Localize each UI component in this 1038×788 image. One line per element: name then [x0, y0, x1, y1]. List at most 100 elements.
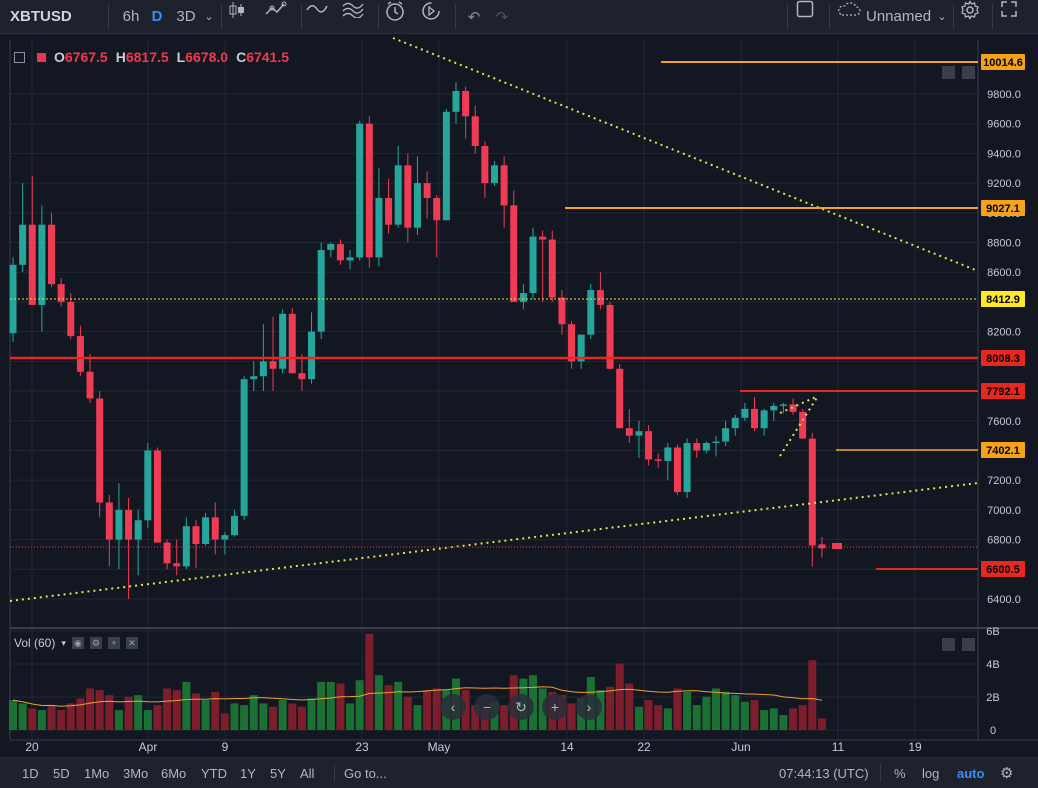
volume-bar: [625, 683, 634, 730]
log-toggle[interactable]: log: [922, 765, 940, 781]
more-icon[interactable]: +: [107, 637, 120, 649]
candle-body: [336, 244, 344, 261]
price-tick-label: 6400.0: [987, 594, 1021, 606]
symbol-name[interactable]: XBTUSD: [10, 8, 72, 25]
replay-icon[interactable]: [420, 0, 448, 33]
candles-icon[interactable]: [228, 0, 252, 33]
zoom-in-button[interactable]: +: [542, 694, 568, 720]
fullscreen-icon[interactable]: [796, 0, 824, 33]
volume-bar: [153, 705, 162, 730]
range-1mo[interactable]: 1Mo: [84, 765, 110, 781]
volume-bar: [789, 708, 798, 730]
undo-icon[interactable]: ↶: [467, 8, 481, 26]
candle-body: [510, 205, 518, 302]
candle-body: [221, 535, 229, 540]
volume-bar: [403, 696, 412, 730]
candle-body: [760, 410, 768, 429]
resistance-trendline: [392, 37, 979, 272]
high-value: 6817.5: [125, 49, 169, 65]
gear-icon[interactable]: ⚙: [1000, 765, 1014, 782]
high-label: H: [115, 49, 126, 65]
volume-bar: [663, 708, 672, 730]
redo-icon[interactable]: ↷: [495, 8, 509, 26]
candle-body: [702, 443, 710, 451]
indicators-icon[interactable]: [264, 0, 294, 33]
candle-body: [76, 336, 84, 372]
candle-body: [375, 197, 383, 258]
candle-body: [250, 376, 258, 380]
auto-toggle[interactable]: auto: [957, 765, 985, 781]
candle-body: [433, 197, 441, 221]
close-icon[interactable]: ✕: [125, 637, 138, 649]
range-6mo[interactable]: 6Mo: [161, 765, 187, 781]
price-tag-box: [981, 200, 1025, 216]
price-axis[interactable]: 9800.09600.09400.09200.09000.08800.08600…: [832, 54, 1025, 737]
zoom-out-button[interactable]: −: [474, 694, 500, 720]
range-5y[interactable]: 5Y: [270, 765, 286, 781]
volume-bar: [634, 706, 643, 730]
chevron-down-icon[interactable]: ▾: [61, 637, 66, 648]
chevron-down-icon[interactable]: ⌄: [937, 11, 947, 23]
volume-bar: [760, 710, 769, 730]
candle-body: [9, 264, 17, 334]
volume-bar: [432, 688, 441, 730]
line-tool-icon[interactable]: [306, 0, 334, 33]
candle-body: [587, 290, 595, 335]
collapse-legend-icon[interactable]: [14, 51, 25, 63]
percent-toggle[interactable]: %: [894, 765, 906, 781]
volume-bar: [355, 680, 364, 730]
interval-d[interactable]: D: [151, 8, 163, 25]
volume-bar: [615, 663, 624, 730]
cloud-icon[interactable]: [836, 0, 864, 33]
range-1y[interactable]: 1Y: [240, 765, 256, 781]
volume-bar: [798, 705, 807, 730]
range-ytd[interactable]: YTD: [201, 765, 227, 781]
toolbar-divider: [378, 4, 379, 29]
volume-bar: [278, 700, 287, 730]
range-1d[interactable]: 1D: [22, 765, 39, 781]
eye-icon[interactable]: ◉: [71, 637, 84, 649]
settings-icon[interactable]: ⚙: [89, 637, 102, 649]
volume-tick-label: 4B: [986, 659, 999, 671]
candle-body: [394, 165, 402, 225]
scroll-left-button[interactable]: ‹: [440, 694, 466, 720]
range-3mo[interactable]: 3Mo: [123, 765, 149, 781]
range-5d[interactable]: 5D: [53, 765, 70, 781]
range-all[interactable]: All: [300, 765, 315, 781]
volume-bar: [28, 708, 37, 730]
volume-label[interactable]: Vol (60): [14, 636, 56, 650]
time-axis[interactable]: 20 Apr 9 23 May 14 22 Jun 11 19: [25, 740, 922, 754]
pattern-tool-icon[interactable]: [342, 0, 370, 33]
chevron-down-icon[interactable]: ⌄: [204, 11, 214, 23]
alert-clock-icon[interactable]: [384, 0, 412, 33]
price-tick-label: 9400.0: [987, 148, 1021, 160]
fullscreen-expand-icon[interactable]: [1000, 0, 1030, 33]
volume-tick-label: 0: [990, 725, 996, 737]
scroll-right-button[interactable]: ›: [576, 694, 602, 720]
price-tick-label: 8600.0: [987, 267, 1021, 279]
candle-body: [548, 239, 556, 298]
volume-bar: [172, 690, 181, 730]
volume-bar: [124, 696, 133, 730]
volume-bar: [673, 688, 682, 730]
interval-3d[interactable]: 3D: [176, 8, 196, 25]
reset-chart-button[interactable]: ↻: [508, 694, 534, 720]
drawings: [9, 37, 979, 602]
price-tag-label: 8008.3: [986, 353, 1020, 365]
last-price-marker: [832, 543, 842, 549]
gear-icon[interactable]: [960, 0, 984, 33]
axis-button: [962, 638, 975, 651]
candle-body: [673, 447, 681, 493]
price-tag-box: [981, 350, 1025, 366]
low-value: 6678.0: [185, 49, 229, 65]
volume-bar: [9, 700, 17, 730]
low-label: L: [176, 49, 186, 65]
goto-date-button[interactable]: Go to...: [344, 765, 387, 781]
volume-bar: [163, 688, 172, 730]
interval-6h[interactable]: 6h: [122, 8, 140, 25]
chart-name[interactable]: Unnamed: [866, 8, 932, 25]
price-tick-label: 9200.0: [987, 178, 1021, 190]
volume-bar: [471, 705, 480, 730]
volume-bar: [423, 690, 432, 730]
